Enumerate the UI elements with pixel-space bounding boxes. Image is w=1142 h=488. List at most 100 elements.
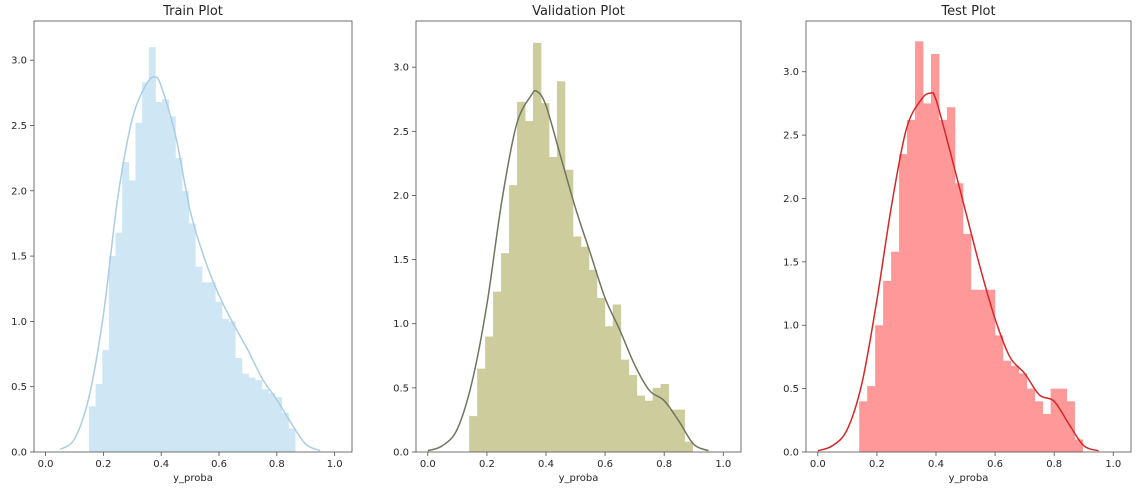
- histogram-bar: [540, 103, 550, 452]
- x-tick-label: 0.8: [1046, 459, 1062, 470]
- histogram-bar: [477, 368, 486, 452]
- histogram-bar: [930, 53, 940, 453]
- histogram-bar: [248, 377, 256, 452]
- y-tick-label: 3.0: [11, 56, 27, 67]
- histogram-bar: [1026, 388, 1036, 452]
- histogram-bar: [235, 357, 243, 452]
- x-tick-label: 0.0: [420, 459, 436, 470]
- histogram-bar: [883, 280, 892, 452]
- y-tick-label: 1.0: [393, 319, 409, 330]
- axes-frame: [33, 20, 353, 453]
- histogram-bar: [241, 373, 249, 452]
- histogram-bar: [1018, 373, 1028, 452]
- histogram-bar: [501, 253, 510, 452]
- histogram-bar: [201, 282, 210, 452]
- histogram-bar: [954, 183, 964, 452]
- y-tick-label: 2.5: [393, 127, 409, 138]
- x-tick-label: 1.0: [715, 459, 731, 470]
- x-tick-label: 0.4: [153, 459, 169, 470]
- x-tick-label: 0.2: [479, 459, 495, 470]
- panel-2: 0.0 0.2 0.4 0.6 0.8 1.0 0.0 0.5 1.0 1.5 2.0 2.5 3.0 V…: [393, 4, 742, 484]
- histogram-bar: [620, 359, 630, 452]
- y-tick-label: 3.0: [783, 67, 799, 78]
- histogram-bar: [588, 269, 598, 452]
- histogram-bar: [261, 389, 269, 452]
- histogram-bar: [268, 393, 276, 452]
- x-axis-label: y_proba: [173, 473, 213, 484]
- histogram-bar: [923, 103, 932, 453]
- histogram-bar: [1058, 388, 1067, 452]
- histogram-bar: [115, 232, 123, 452]
- chart-title: Train Plot: [162, 4, 223, 19]
- histogram-bar: [612, 304, 622, 452]
- panel-3: 0.0 0.2 0.4 0.6 0.8 1.0 0.0 0.5 1.0 1.5 2.0 2.5 3.0 T…: [783, 4, 1132, 484]
- histogram-bar: [88, 406, 96, 452]
- histogram-bar: [102, 350, 110, 452]
- x-tick-label: 0.6: [987, 459, 1003, 470]
- x-tick-label: 0.8: [269, 459, 285, 470]
- histogram-bar: [899, 154, 908, 452]
- y-tick-label: 0.5: [11, 382, 27, 393]
- histogram-bar: [288, 428, 296, 452]
- histogram-bar: [572, 236, 582, 452]
- histogram-bar: [1074, 439, 1083, 452]
- histogram-bar: [517, 101, 526, 452]
- histogram-bar: [255, 380, 263, 452]
- histogram-bar: [644, 400, 654, 452]
- histogram-bar: [525, 121, 534, 453]
- kde-line: [427, 89, 709, 452]
- y-tick-label: 0.5: [783, 384, 799, 395]
- histogram-bar: [162, 99, 170, 453]
- y-tick-label: 3.0: [393, 63, 409, 74]
- y-tick-label: 1.0: [783, 321, 799, 332]
- histogram-bar: [684, 441, 693, 452]
- histogram-bar: [907, 119, 916, 452]
- x-tick-label: 1.0: [327, 459, 343, 470]
- y-tick-label: 2.5: [11, 121, 27, 132]
- histogram-bar: [195, 266, 203, 452]
- histogram-bar: [108, 256, 116, 452]
- histogram-bar: [215, 301, 223, 452]
- y-tick-label: 1.5: [393, 255, 409, 266]
- chart-title: Validation Plot: [532, 4, 625, 19]
- histogram-bar: [485, 336, 494, 452]
- histogram-bar: [604, 326, 614, 452]
- histogram-bar: [564, 169, 574, 453]
- histogram-bar: [556, 81, 566, 452]
- histogram-bar: [188, 223, 196, 452]
- y-tick-label: 2.0: [11, 186, 27, 197]
- y-tick-label: 1.0: [11, 317, 27, 328]
- y-tick-label: 1.5: [11, 252, 27, 263]
- histogram-bar: [148, 47, 156, 453]
- histogram-bar: [175, 158, 183, 452]
- kde-line: [59, 76, 321, 452]
- histogram-bar: [221, 318, 229, 452]
- histogram-bar: [891, 251, 900, 452]
- histogram-bar: [1010, 365, 1020, 452]
- histogram-bar: [962, 233, 972, 452]
- histogram-bar: [1050, 388, 1060, 452]
- histogram-bar: [122, 162, 130, 453]
- histogram-bar: [155, 101, 163, 452]
- histogram-bar: [867, 386, 876, 452]
- histogram-bar: [208, 282, 216, 452]
- histogram-bar: [986, 289, 996, 452]
- x-tick-label: 1.0: [1105, 459, 1121, 470]
- histogram-bar: [493, 291, 502, 452]
- histogram-bar: [978, 289, 988, 452]
- histogram-bar: [946, 107, 956, 452]
- histogram-bar: [1042, 413, 1052, 452]
- histogram-bar: [228, 321, 236, 452]
- histogram-bar: [168, 116, 176, 452]
- kde-line: [817, 91, 1099, 452]
- histogram-bar: [509, 185, 518, 452]
- histogram-bar: [636, 395, 646, 452]
- x-tick-label: 0.4: [538, 459, 554, 470]
- x-tick-label: 0.6: [211, 459, 227, 470]
- histogram-bar: [533, 42, 542, 453]
- y-tick-label: 0.0: [783, 448, 799, 459]
- x-tick-label: 0.0: [810, 459, 826, 470]
- histogram-bar: [281, 412, 289, 452]
- x-tick-label: 0.0: [38, 459, 54, 470]
- histogram-bar: [142, 82, 150, 452]
